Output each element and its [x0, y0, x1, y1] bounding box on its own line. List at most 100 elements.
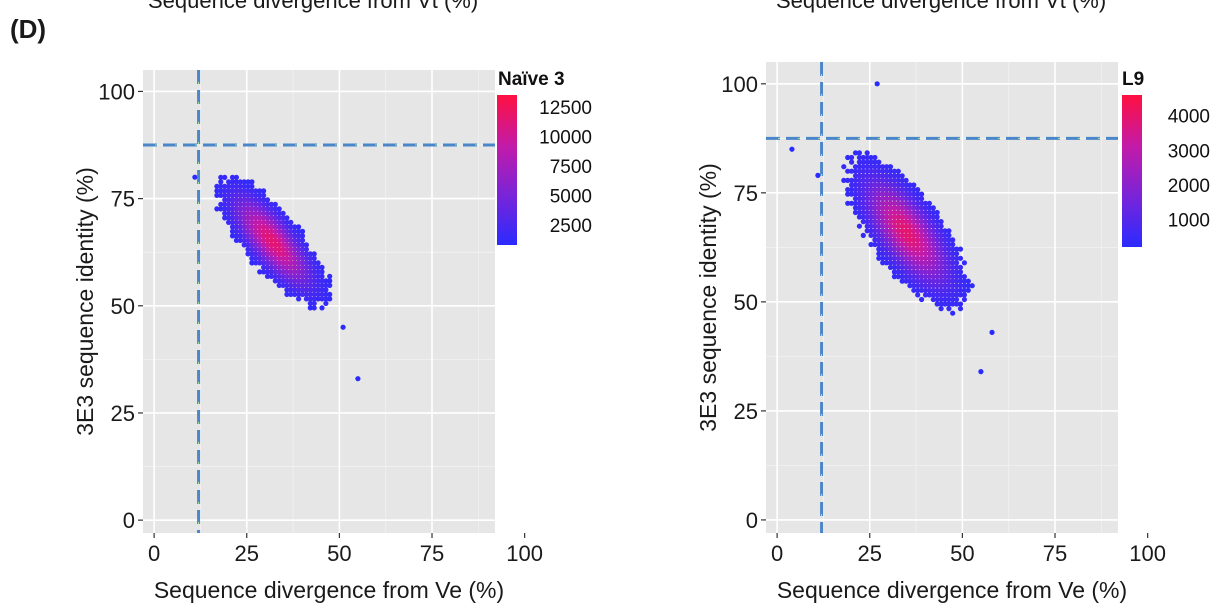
- data-point: [296, 224, 301, 229]
- data-point: [954, 251, 959, 256]
- data-point: [958, 306, 963, 311]
- outlier-point: [815, 173, 820, 178]
- outlier-point: [989, 330, 994, 335]
- outlier-point: [340, 325, 345, 330]
- x-tick-label: 50: [950, 541, 974, 566]
- data-point: [841, 164, 846, 169]
- data-point: [849, 160, 854, 165]
- data-point: [316, 260, 321, 265]
- data-point: [935, 214, 940, 219]
- data-point: [861, 233, 866, 238]
- data-point: [970, 283, 975, 288]
- data-point: [323, 301, 328, 306]
- data-point: [911, 182, 916, 187]
- data-point: [904, 178, 909, 183]
- data-point: [296, 296, 301, 301]
- y-tick-label: 75: [734, 181, 758, 206]
- data-point: [966, 279, 971, 284]
- data-point: [939, 224, 944, 229]
- data-point: [312, 251, 317, 256]
- data-point: [319, 269, 324, 274]
- legend-colorbar: [1122, 95, 1142, 247]
- data-point: [327, 296, 332, 301]
- data-point: [939, 306, 944, 311]
- data-point: [327, 278, 332, 283]
- data-point: [962, 260, 967, 265]
- data-point: [277, 206, 282, 211]
- data-point: [261, 193, 266, 198]
- data-point: [300, 229, 305, 234]
- data-point: [946, 306, 951, 311]
- data-point: [931, 205, 936, 210]
- chart-panel-1: 0 25 50 75 1000255075100Sequence divergence …: [72, 69, 592, 603]
- data-point: [950, 242, 955, 247]
- data-point: [966, 288, 971, 293]
- data-point: [273, 202, 278, 207]
- data-point: [312, 305, 317, 310]
- y-tick-label: 100: [721, 72, 758, 97]
- data-point: [950, 237, 955, 242]
- data-point: [281, 211, 286, 216]
- data-point: [935, 210, 940, 215]
- y-tick-label: 100: [98, 79, 135, 104]
- data-point: [915, 292, 920, 297]
- x-axis-title: Sequence divergence from Ve (%): [154, 577, 504, 603]
- y-tick-label: 75: [111, 187, 135, 212]
- data-point: [954, 260, 959, 265]
- data-point: [218, 179, 223, 184]
- x-tick-label: 50: [327, 541, 351, 566]
- data-point: [962, 274, 967, 279]
- data-point: [896, 169, 901, 174]
- data-point: [857, 150, 862, 155]
- data-point: [261, 188, 266, 193]
- data-point: [962, 292, 967, 297]
- data-point: [327, 274, 332, 279]
- data-point: [958, 269, 963, 274]
- legend-tick-label: 12500: [539, 98, 592, 119]
- x-tick-label: 0: [148, 541, 160, 566]
- y-axis-title: 3E3 sequence identity (%): [695, 163, 721, 432]
- data-point: [288, 220, 293, 225]
- data-point: [958, 301, 963, 306]
- data-point: [249, 184, 254, 189]
- y-tick-label: 50: [111, 294, 135, 319]
- data-point: [950, 311, 955, 316]
- data-point: [323, 287, 328, 292]
- y-tick-label: 0: [746, 508, 758, 533]
- data-point: [222, 175, 227, 180]
- data-point: [954, 297, 959, 302]
- data-point: [319, 274, 324, 279]
- data-point: [327, 283, 332, 288]
- data-point: [865, 150, 870, 155]
- legend-tick-label: 4000: [1168, 107, 1210, 128]
- data-point: [900, 173, 905, 178]
- x-tick-label: 0: [771, 541, 783, 566]
- data-point: [857, 224, 862, 229]
- x-tick-label: 100: [506, 541, 543, 566]
- data-point: [304, 242, 309, 247]
- outlier-point: [192, 175, 197, 180]
- legend-tick-label: 1000: [1168, 210, 1210, 231]
- data-point: [284, 215, 289, 220]
- data-point: [849, 155, 854, 160]
- data-point: [319, 305, 324, 310]
- data-point: [927, 201, 932, 206]
- data-point: [304, 247, 309, 252]
- y-axis-title: 3E3 sequence identity (%): [72, 167, 98, 436]
- x-axis-title: Sequence divergence from Ve (%): [777, 577, 1127, 603]
- data-point: [327, 292, 332, 297]
- x-tick-label: 100: [1129, 541, 1166, 566]
- data-point: [958, 265, 963, 270]
- y-tick-label: 25: [111, 401, 135, 426]
- x-tick-label: 25: [235, 541, 259, 566]
- data-point: [958, 256, 963, 261]
- plot-background: [143, 70, 495, 533]
- data-point: [312, 301, 317, 306]
- y-tick-label: 0: [123, 508, 135, 533]
- outlier-point: [355, 376, 360, 381]
- data-point: [919, 196, 924, 201]
- data-point: [300, 238, 305, 243]
- data-point: [962, 297, 967, 302]
- data-point: [939, 219, 944, 224]
